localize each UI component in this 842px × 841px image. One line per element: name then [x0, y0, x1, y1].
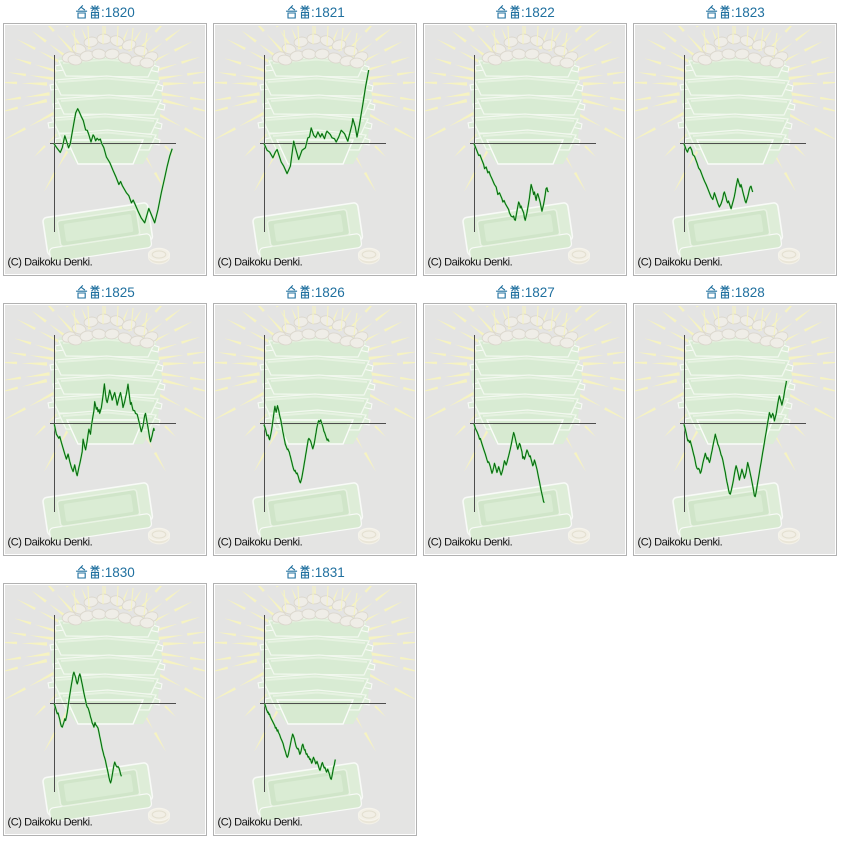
svg-text::1826: :1826	[311, 285, 345, 300]
svg-text::1822: :1822	[521, 5, 555, 20]
svg-text:(C) Daikoku Denki.: (C) Daikoku Denki.	[638, 256, 723, 268]
svg-text:(C) Daikoku Denki.: (C) Daikoku Denki.	[218, 536, 303, 548]
svg-text::1830: :1830	[101, 565, 135, 580]
svg-text::1823: :1823	[731, 5, 765, 20]
svg-text::1831: :1831	[311, 565, 345, 580]
svg-text:(C) Daikoku Denki.: (C) Daikoku Denki.	[218, 256, 303, 268]
svg-text::1821: :1821	[311, 5, 345, 20]
svg-text:(C) Daikoku Denki.: (C) Daikoku Denki.	[428, 536, 513, 548]
svg-text::1828: :1828	[731, 285, 765, 300]
svg-text:(C) Daikoku Denki.: (C) Daikoku Denki.	[8, 256, 93, 268]
svg-text:(C) Daikoku Denki.: (C) Daikoku Denki.	[218, 816, 303, 828]
svg-text:(C) Daikoku Denki.: (C) Daikoku Denki.	[638, 536, 723, 548]
svg-text::1820: :1820	[101, 5, 135, 20]
svg-text::1825: :1825	[101, 285, 135, 300]
svg-text:(C) Daikoku Denki.: (C) Daikoku Denki.	[428, 256, 513, 268]
svg-text::1827: :1827	[521, 285, 555, 300]
svg-text:(C) Daikoku Denki.: (C) Daikoku Denki.	[8, 536, 93, 548]
svg-text:(C) Daikoku Denki.: (C) Daikoku Denki.	[8, 816, 93, 828]
